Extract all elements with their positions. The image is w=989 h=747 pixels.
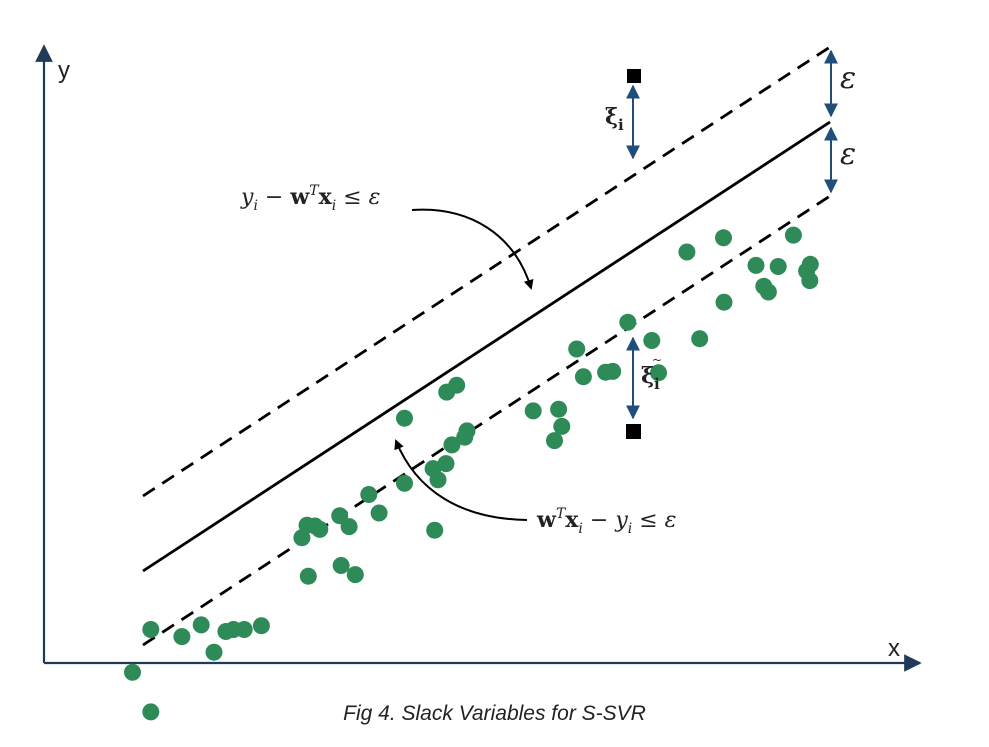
data-point bbox=[643, 332, 661, 349]
axes: y x bbox=[35, 44, 922, 672]
data-point bbox=[443, 436, 461, 454]
xi-upper-label: ξi bbox=[605, 104, 624, 134]
outlier-above bbox=[627, 69, 641, 83]
upper-constraint-arrow bbox=[411, 208, 534, 290]
y-axis-label: y bbox=[58, 57, 70, 84]
x-axis-label: x bbox=[888, 635, 900, 662]
data-point bbox=[360, 486, 378, 503]
data-point bbox=[370, 504, 388, 522]
data-point bbox=[340, 518, 358, 536]
data-point bbox=[574, 368, 592, 386]
data-point bbox=[235, 621, 253, 638]
data-points bbox=[124, 226, 819, 721]
data-point bbox=[715, 293, 733, 311]
upper-constraint-annotation: yi − wTxi ≤ ε bbox=[240, 183, 534, 290]
data-point bbox=[346, 566, 364, 584]
data-point bbox=[124, 663, 141, 681]
data-point bbox=[252, 617, 270, 635]
data-point bbox=[801, 255, 819, 273]
data-point bbox=[192, 616, 210, 634]
data-point bbox=[142, 621, 160, 638]
data-point bbox=[650, 364, 667, 382]
data-point bbox=[691, 330, 709, 348]
data-point bbox=[769, 258, 787, 275]
upper-epsilon-boundary bbox=[142, 45, 831, 498]
data-point bbox=[568, 340, 586, 358]
data-point bbox=[396, 474, 413, 492]
data-point bbox=[458, 422, 476, 440]
xi-upper-subscript: i bbox=[618, 116, 624, 134]
epsilon-lower-label: ε bbox=[840, 137, 856, 172]
regression-line bbox=[142, 120, 831, 573]
lower-constraint-formula: wTxi − yi ≤ ε bbox=[536, 506, 676, 537]
data-point bbox=[299, 567, 317, 585]
data-point bbox=[801, 272, 819, 290]
data-point bbox=[747, 256, 765, 274]
data-point bbox=[448, 376, 466, 394]
data-point bbox=[619, 313, 637, 331]
xi-lower-tilde: ~ bbox=[652, 353, 662, 367]
lower-epsilon-boundary bbox=[142, 194, 831, 647]
data-point bbox=[604, 362, 622, 380]
data-point bbox=[553, 417, 571, 435]
upper-constraint-formula: yi − wTxi ≤ ε bbox=[240, 183, 380, 214]
epsilon-upper-label: ε bbox=[840, 61, 856, 96]
svr-tube bbox=[142, 45, 831, 647]
data-point bbox=[546, 432, 563, 450]
data-point bbox=[311, 520, 329, 538]
data-point bbox=[332, 557, 350, 574]
data-point bbox=[429, 471, 447, 489]
data-point bbox=[173, 628, 191, 646]
data-point bbox=[426, 521, 444, 539]
data-point bbox=[784, 226, 802, 244]
data-point bbox=[678, 243, 696, 261]
data-point bbox=[715, 229, 732, 247]
data-point bbox=[205, 643, 223, 661]
data-point bbox=[759, 283, 777, 301]
xi-upper-symbol: ξ bbox=[605, 104, 618, 130]
lower-constraint-arrow bbox=[394, 439, 528, 521]
epsilon-dimensions: ε ε bbox=[824, 49, 856, 194]
outlier-below bbox=[626, 424, 641, 439]
data-point bbox=[142, 703, 160, 721]
data-point bbox=[524, 402, 542, 420]
figure-caption: Fig 4. Slack Variables for S-SVR bbox=[343, 702, 646, 725]
lower-constraint-annotation: wTxi − yi ≤ ε bbox=[394, 439, 676, 537]
data-point bbox=[550, 400, 568, 418]
data-point bbox=[396, 409, 413, 427]
xi-lower-symbol: ξ bbox=[641, 363, 654, 389]
data-point bbox=[437, 455, 455, 473]
xi-lower-subscript: i bbox=[654, 375, 660, 393]
slack-variables: ξi ξi ~ bbox=[605, 69, 662, 439]
xi-lower-label: ξi bbox=[641, 363, 660, 393]
